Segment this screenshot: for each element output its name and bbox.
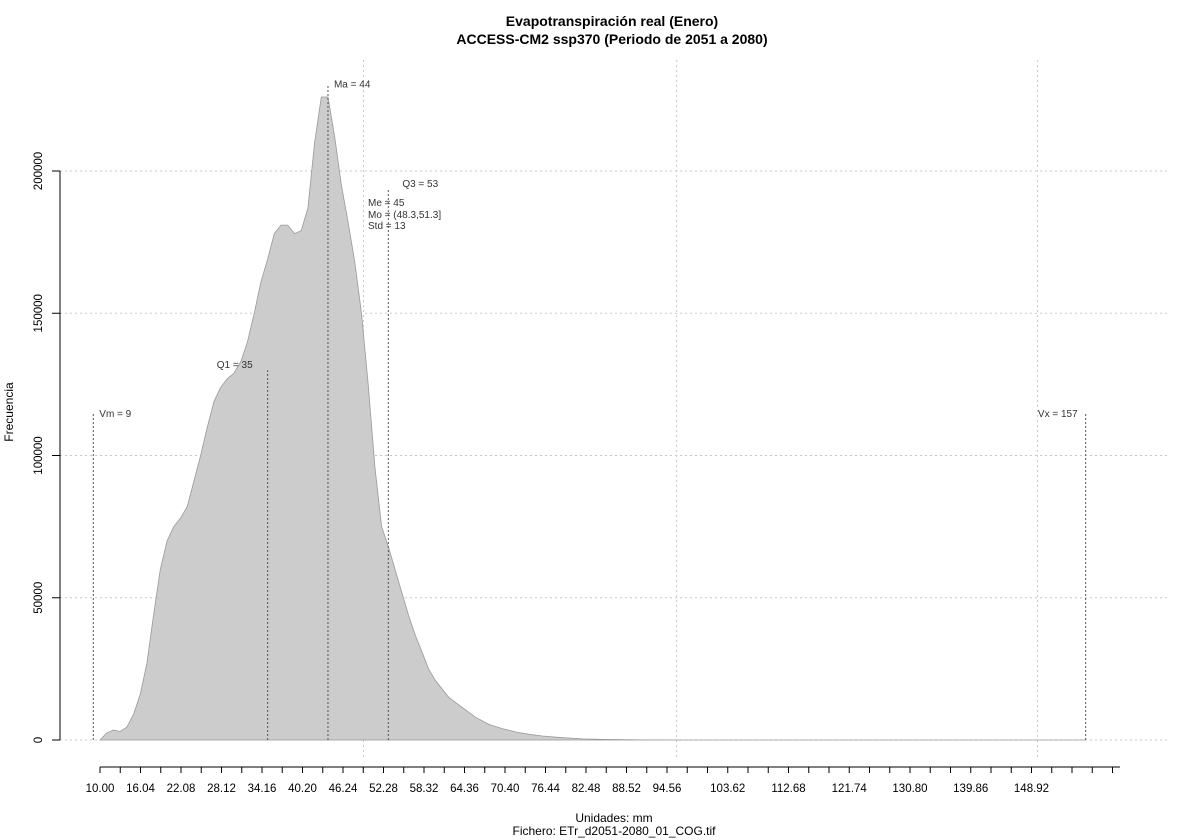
x-tick-label: 70.40 bbox=[491, 783, 520, 795]
x-tick-label: 82.48 bbox=[572, 783, 601, 795]
x-tick-label: 58.32 bbox=[410, 783, 439, 795]
x-tick-label: 52.28 bbox=[369, 783, 398, 795]
y-axis: 0 50000 100000 150000 200000 bbox=[33, 152, 61, 743]
annotation-vx: Vx = 157 bbox=[1038, 409, 1078, 420]
x-tick-label: 88.52 bbox=[612, 783, 641, 795]
chart-subtitle: ACCESS-CM2 ssp370 (Periodo de 2051 a 208… bbox=[456, 31, 767, 47]
x-tick-label: 130.80 bbox=[892, 783, 927, 795]
x-tick-label: 121.74 bbox=[832, 783, 868, 795]
x-tick-label: 139.86 bbox=[953, 783, 988, 795]
x-tick-label: 112.68 bbox=[771, 783, 805, 795]
statistic-lines bbox=[92, 85, 1087, 740]
annotation-std: Std = 13 bbox=[368, 221, 406, 232]
y-tick-label: 50000 bbox=[33, 582, 45, 614]
annotation-vm: Vm = 9 bbox=[99, 409, 131, 420]
x-tick-label: 40.20 bbox=[288, 783, 317, 795]
x-tick-label: 28.12 bbox=[207, 783, 236, 795]
x-tick-label: 22.08 bbox=[167, 783, 196, 795]
density-area-path bbox=[99, 96, 1086, 741]
x-tick-label: 46.24 bbox=[329, 783, 358, 795]
y-tick-label: 0 bbox=[33, 737, 45, 743]
annotation-q3: Q3 = 53 bbox=[402, 179, 438, 190]
x-tick-label: 94.56 bbox=[653, 783, 682, 795]
annotation-ma: Ma = 44 bbox=[334, 80, 371, 91]
y-tick-label: 100000 bbox=[33, 436, 45, 474]
x-tick-label: 76.44 bbox=[531, 783, 560, 795]
annotation-mode: Mo = (48.3,51.3] bbox=[368, 210, 441, 221]
file-label: Fichero: ETr_d2051-2080_01_COG.tif bbox=[513, 824, 717, 838]
statistic-annotations: Vm = 9 Q1 = 35 Ma = 44 Me = 45 Mo = (48.… bbox=[99, 80, 1078, 420]
annotation-q1: Q1 = 35 bbox=[217, 360, 253, 371]
chart-title: Evapotranspiración real (Enero) bbox=[506, 13, 718, 29]
y-tick-label: 150000 bbox=[33, 294, 45, 332]
annotation-median: Me = 45 bbox=[368, 198, 405, 209]
x-tick-label: 16.04 bbox=[126, 783, 155, 795]
density-area bbox=[99, 96, 1086, 741]
x-tick-label: 10.00 bbox=[86, 783, 115, 795]
y-tick-label: 200000 bbox=[33, 152, 45, 190]
x-tick-label: 64.36 bbox=[450, 783, 479, 795]
x-tick-label: 103.62 bbox=[710, 783, 745, 795]
y-axis-title: Frecuencia bbox=[2, 382, 16, 442]
x-tick-label: 34.16 bbox=[248, 783, 277, 795]
x-axis-title: Unidades: mm bbox=[575, 811, 652, 825]
x-axis: 10.00 16.04 22.08 28.12 34.16 40.20 46.24 52.28… bbox=[86, 766, 1120, 795]
x-tick-label: 148.92 bbox=[1014, 783, 1049, 795]
